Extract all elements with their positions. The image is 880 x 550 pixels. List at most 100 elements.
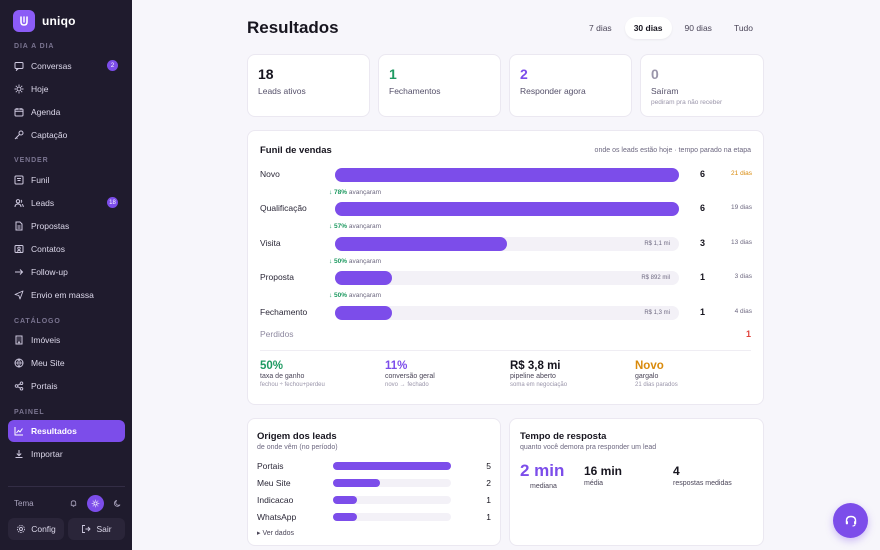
stage-days: 3 dias bbox=[734, 273, 752, 280]
kpi-label: taxa de ganho bbox=[260, 373, 305, 380]
moon-icon bbox=[113, 499, 121, 507]
kpi-value: 50% bbox=[260, 360, 284, 372]
see-data-toggle[interactable]: ▸ Ver dados bbox=[257, 530, 294, 537]
tab-7-dias[interactable]: 7 dias bbox=[589, 23, 612, 33]
sidebar-item-label: Resultados bbox=[31, 426, 77, 436]
theme-switcher: Tema bbox=[14, 494, 126, 512]
stage-label: Fechamento bbox=[260, 307, 308, 317]
config-button[interactable]: Config bbox=[8, 518, 64, 540]
funnel-title: Funil de vendas bbox=[260, 145, 332, 156]
section-label-vender: VENDER bbox=[14, 157, 49, 164]
funnel-stage-row[interactable]: Qualificação 6 19 dias bbox=[260, 202, 752, 216]
origin-bar-track bbox=[333, 496, 451, 504]
stat-card-responder-agora[interactable]: 2 Responder agora bbox=[509, 54, 632, 117]
section-label-catalogo: CATÁLOGO bbox=[14, 318, 61, 325]
conversion-percent: ↓ 50% bbox=[329, 292, 348, 299]
support-button[interactable] bbox=[833, 503, 868, 538]
logout-label: Sair bbox=[96, 524, 112, 534]
sidebar-item-label: Portais bbox=[31, 381, 58, 391]
stat-subtext: pediram pra não receber bbox=[651, 99, 723, 106]
theme-dark-button[interactable] bbox=[109, 495, 126, 512]
stat-value: 18 bbox=[258, 66, 274, 82]
conversion-text: avançaram bbox=[348, 258, 382, 265]
key-icon bbox=[14, 130, 24, 140]
funnel-stage-row[interactable]: Novo 6 21 dias bbox=[260, 168, 752, 182]
funnel-stage-row[interactable]: Fechamento R$ 1,3 mi 1 4 dias bbox=[260, 306, 752, 320]
calendar-icon bbox=[14, 107, 24, 117]
sidebar-item-funil[interactable]: Funil bbox=[8, 169, 125, 191]
origin-count: 1 bbox=[486, 495, 491, 505]
funnel-divider bbox=[260, 350, 751, 351]
stage-bar-fill bbox=[335, 271, 393, 285]
sidebar-item-leads[interactable]: Leads 18 bbox=[8, 192, 125, 214]
stage-conversion: ↓ 50% avançaram bbox=[329, 292, 381, 299]
follow-up-icon bbox=[14, 267, 24, 277]
brand[interactable]: uniqo bbox=[13, 10, 76, 32]
sidebar-item-label: Agenda bbox=[31, 107, 61, 117]
sidebar-item-label: Follow-up bbox=[31, 267, 68, 277]
sidebar-item-contatos[interactable]: Contatos bbox=[8, 238, 125, 260]
stat-card-leads-ativos[interactable]: 18 Leads ativos bbox=[247, 54, 370, 117]
stage-days: 4 dias bbox=[734, 308, 752, 315]
sidebar-item-resultados[interactable]: Resultados bbox=[8, 420, 125, 442]
origin-bar-fill bbox=[333, 513, 357, 521]
bell-icon bbox=[70, 499, 77, 507]
origin-count: 1 bbox=[486, 512, 491, 522]
origin-bar-track bbox=[333, 513, 451, 521]
sidebar-item-captacao[interactable]: Captação bbox=[8, 124, 125, 146]
section-label-dia-a-dia: DIA A DIA bbox=[14, 43, 55, 50]
kpi-subtext: fechou ÷ fechou+perdeu bbox=[260, 382, 325, 388]
sidebar-item-portais[interactable]: Portais bbox=[8, 375, 125, 397]
sidebar-item-imoveis[interactable]: Imóveis bbox=[8, 329, 125, 351]
contact-card-icon bbox=[14, 244, 24, 254]
kpi-subtext: 21 dias parados bbox=[635, 382, 678, 388]
origin-label: Portais bbox=[257, 461, 284, 471]
sun-icon bbox=[14, 84, 24, 94]
sidebar-item-hoje[interactable]: Hoje bbox=[8, 78, 125, 100]
kpi-pipeline-aberto: R$ 3,8 mi pipeline aberto soma em negoci… bbox=[510, 360, 630, 388]
tab-30-dias[interactable]: 30 dias bbox=[624, 17, 672, 39]
sidebar-item-meu-site[interactable]: Meu Site bbox=[8, 352, 125, 374]
stage-bar-track bbox=[335, 168, 679, 182]
kpi-label: conversão geral bbox=[385, 373, 435, 380]
stat-value: 1 bbox=[389, 66, 397, 82]
sidebar-item-label: Envio em massa bbox=[31, 290, 94, 300]
sidebar-item-envio-em-massa[interactable]: Envio em massa bbox=[8, 284, 125, 306]
tab-tudo[interactable]: Tudo bbox=[733, 23, 753, 33]
stage-bar-track bbox=[335, 271, 679, 285]
stage-value: R$ 1,3 mi bbox=[644, 310, 670, 316]
stage-days: 13 dias bbox=[731, 239, 752, 246]
origin-count: 5 bbox=[486, 461, 491, 471]
sidebar-item-importar[interactable]: Importar bbox=[8, 443, 125, 465]
theme-auto-button[interactable] bbox=[65, 495, 82, 512]
origin-card: Origem dos leads de onde vêm (no período… bbox=[247, 418, 501, 546]
stage-label: Proposta bbox=[260, 272, 295, 282]
stat-value: 0 bbox=[651, 66, 659, 82]
tab-90-dias[interactable]: 90 dias bbox=[684, 23, 712, 33]
sidebar-item-conversas[interactable]: Conversas 2 bbox=[8, 55, 125, 77]
origin-label: Indicacao bbox=[257, 495, 294, 505]
response-subtitle: quanto você demora pra responder um lead bbox=[520, 444, 657, 451]
sidebar-item-label: Leads bbox=[31, 198, 55, 208]
origin-bar-fill bbox=[333, 479, 381, 487]
stat-card-fechamentos[interactable]: 1 Fechamentos bbox=[378, 54, 501, 117]
stage-label: Visita bbox=[260, 238, 281, 248]
funnel-stage-row[interactable]: Visita R$ 1,1 mi 3 13 dias bbox=[260, 237, 752, 251]
send-icon bbox=[14, 290, 24, 300]
stage-days: 21 dias bbox=[731, 170, 752, 177]
sidebar-item-agenda[interactable]: Agenda bbox=[8, 101, 125, 123]
stat-label: Responder agora bbox=[520, 86, 586, 96]
sidebar-item-propostas[interactable]: Propostas bbox=[8, 215, 125, 237]
logout-button[interactable]: Sair bbox=[68, 518, 125, 540]
sidebar-item-follow-up[interactable]: Follow-up bbox=[8, 261, 125, 283]
conversion-text: avançaram bbox=[348, 292, 382, 299]
kpi-taxa-de-ganho: 50% taxa de ganho fechou ÷ fechou+perdeu bbox=[260, 360, 380, 388]
kpi-conversao-geral: 11% conversão geral novo → fechado bbox=[385, 360, 505, 388]
funnel-stage-row[interactable]: Proposta R$ 892 mil 1 3 dias bbox=[260, 271, 752, 285]
stat-card-sairam[interactable]: 0 Saíram pediram pra não receber bbox=[640, 54, 764, 117]
theme-light-button[interactable] bbox=[87, 494, 104, 512]
stage-label: Qualificação bbox=[260, 203, 307, 213]
unread-badge: 2 bbox=[107, 60, 118, 71]
sidebar-item-label: Propostas bbox=[31, 221, 70, 231]
stage-conversion: ↓ 50% avançaram bbox=[329, 258, 381, 265]
